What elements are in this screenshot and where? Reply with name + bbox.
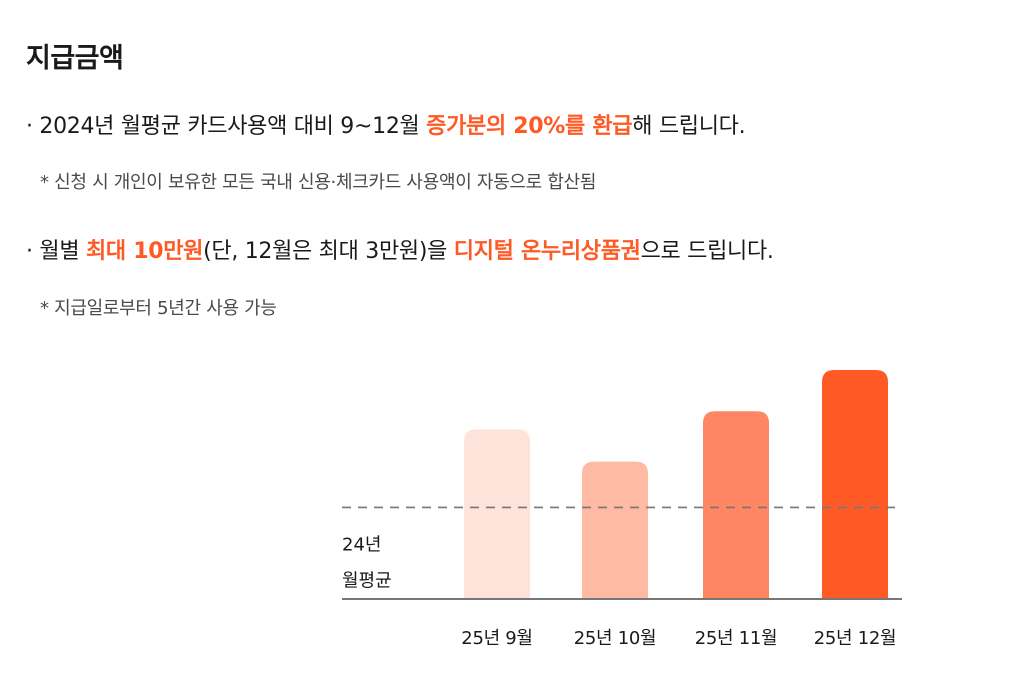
bars-layer bbox=[464, 370, 888, 599]
x-label-4: 25년 12월 bbox=[814, 628, 897, 649]
card-sum-note: * 신청 시 개인이 보유한 모든 국내 신용·체크카드 사용액이 자동으로 합… bbox=[40, 172, 597, 193]
validity-note: * 지급일로부터 5년간 사용 가능 bbox=[40, 298, 277, 319]
bar-4 bbox=[822, 370, 888, 599]
refund-rate-suffix: 해 드립니다. bbox=[632, 114, 746, 139]
x-label-3: 25년 11월 bbox=[695, 628, 778, 649]
refund-rate-line: · 2024년 월평균 카드사용액 대비 9~12월 증가분의 20%를 환급해… bbox=[26, 108, 746, 140]
x-labels-layer: 25년 9월 25년 10월 25년 11월 25년 12월 bbox=[461, 628, 896, 649]
x-label-2: 25년 10월 bbox=[574, 628, 657, 649]
reference-label-line-1: 24년 bbox=[342, 534, 381, 555]
voucher-highlight: 디지털 온누리상품권 bbox=[453, 239, 641, 264]
reference-label-line-2: 월평균 bbox=[342, 570, 392, 591]
monthly-limit-middle: (단, 12월은 최대 3만원)을 bbox=[203, 239, 454, 264]
monthly-limit-line: · 월별 최대 10만원(단, 12월은 최대 3만원)을 디지털 온누리상품권… bbox=[26, 233, 774, 265]
refund-rate-highlight: 증가분의 20%를 환급 bbox=[426, 114, 633, 139]
section-title: 지급금액 bbox=[26, 43, 124, 74]
x-label-1: 25년 9월 bbox=[461, 628, 532, 649]
monthly-limit-prefix: · 월별 bbox=[26, 239, 86, 264]
refund-rate-prefix: · 2024년 월평균 카드사용액 대비 9~12월 bbox=[26, 114, 427, 139]
monthly-limit-suffix: 으로 드립니다. bbox=[640, 239, 774, 264]
bar-3 bbox=[703, 411, 769, 599]
bar-1 bbox=[464, 429, 530, 599]
monthly-limit-highlight: 최대 10만원 bbox=[85, 239, 204, 264]
bar-2 bbox=[582, 461, 648, 599]
